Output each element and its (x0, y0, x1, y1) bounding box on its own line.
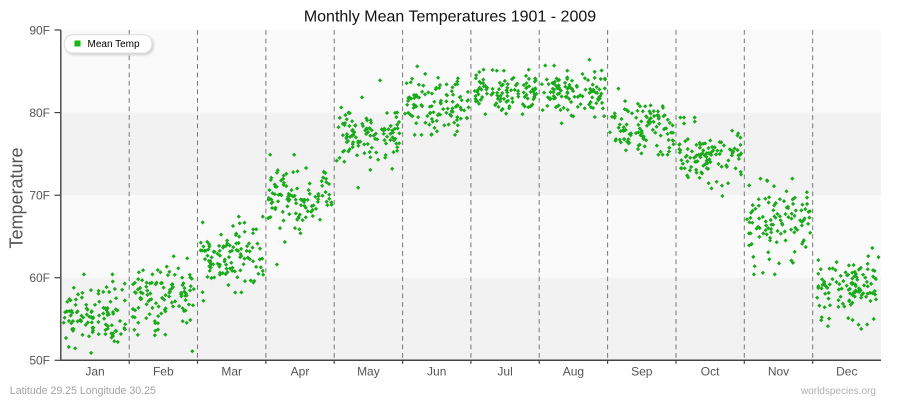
svg-text:Aug: Aug (563, 365, 584, 379)
svg-text:90F: 90F (29, 23, 50, 37)
svg-text:Oct: Oct (701, 365, 720, 379)
svg-text:Dec: Dec (836, 365, 857, 379)
svg-text:50F: 50F (29, 354, 50, 368)
svg-text:Latitude 29.25 Longitude 30.25: Latitude 29.25 Longitude 30.25 (10, 385, 156, 397)
svg-text:Mar: Mar (221, 365, 242, 379)
svg-text:Mean Temp: Mean Temp (88, 39, 141, 50)
svg-text:May: May (357, 365, 380, 379)
svg-text:Monthly Mean Temperatures 1901: Monthly Mean Temperatures 1901 - 2009 (304, 9, 596, 26)
svg-text:Feb: Feb (153, 365, 174, 379)
svg-text:60F: 60F (29, 271, 50, 285)
svg-text:Jan: Jan (85, 365, 104, 379)
svg-text:Sep: Sep (631, 365, 653, 379)
svg-text:Jun: Jun (427, 365, 446, 379)
svg-text:80F: 80F (29, 106, 50, 120)
svg-text:Nov: Nov (768, 365, 789, 379)
svg-text:worldspecies.org: worldspecies.org (800, 386, 876, 397)
svg-text:Jul: Jul (497, 365, 512, 379)
svg-text:Temperature: Temperature (7, 147, 27, 248)
svg-text:70F: 70F (29, 189, 50, 203)
svg-text:Apr: Apr (291, 365, 310, 379)
